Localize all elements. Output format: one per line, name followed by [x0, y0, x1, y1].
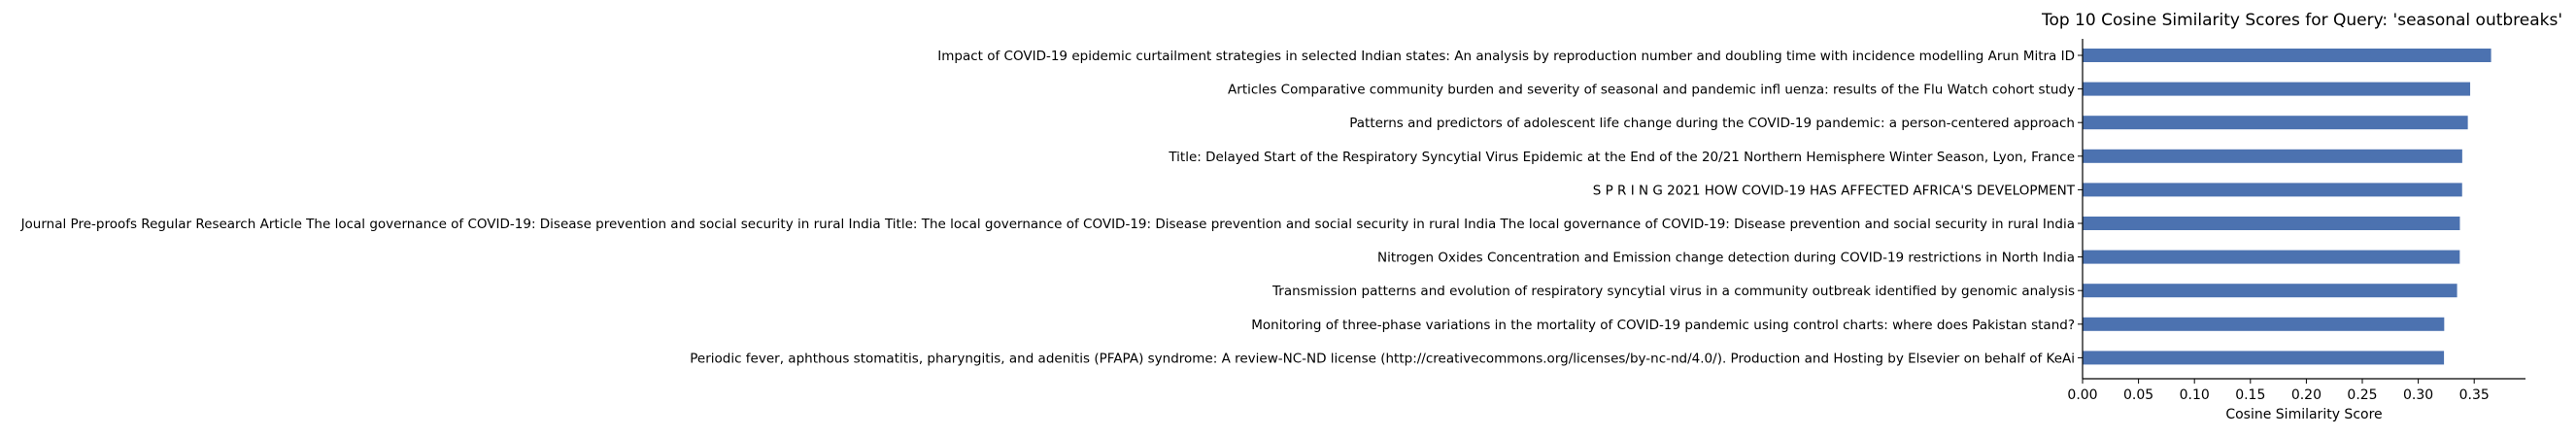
x-tick-label: 0.10	[2180, 387, 2210, 403]
category-label: Journal Pre-proofs Regular Research Arti…	[20, 217, 2075, 232]
x-tick-label: 0.15	[2235, 387, 2265, 403]
category-label: Nitrogen Oxides Concentration and Emissi…	[1377, 251, 2075, 266]
bar	[2083, 217, 2460, 230]
x-ticks: 0.00 0.05 0.10 0.15 0.20 0.25 0.30 0.35	[2067, 379, 2490, 403]
bar	[2083, 82, 2471, 96]
bar	[2083, 116, 2468, 130]
bar	[2083, 49, 2491, 62]
bar	[2083, 351, 2445, 365]
bar	[2083, 183, 2462, 197]
x-tick-label: 0.20	[2291, 387, 2322, 403]
chart-title: Top 10 Cosine Similarity Scores for Quer…	[2041, 11, 2562, 30]
bar	[2083, 149, 2462, 163]
category-labels: Impact of COVID-19 epidemic curtailment …	[20, 49, 2083, 366]
bar	[2083, 250, 2460, 264]
x-tick-label: 0.00	[2067, 387, 2097, 403]
category-label: Patterns and predictors of adolescent li…	[1349, 116, 2075, 131]
bar	[2083, 284, 2457, 298]
category-label: Transmission patterns and evolution of r…	[1271, 284, 2075, 299]
bars-layer	[2083, 49, 2491, 365]
category-label: Title: Delayed Start of the Respiratory …	[1168, 150, 2075, 165]
category-label: S P R I N G 2021 HOW COVID-19 HAS AFFECT…	[1593, 183, 2076, 198]
x-tick-label: 0.05	[2123, 387, 2153, 403]
x-tick-label: 0.25	[2347, 387, 2377, 403]
x-tick-label: 0.35	[2459, 387, 2490, 403]
category-label: Periodic fever, aphthous stomatitis, pha…	[690, 351, 2075, 366]
x-tick-label: 0.30	[2403, 387, 2433, 403]
x-axis-label: Cosine Similarity Score	[2225, 407, 2382, 422]
axes	[2082, 39, 2525, 380]
category-label: Impact of COVID-19 epidemic curtailment …	[937, 49, 2075, 64]
category-label: Articles Comparative community burden an…	[1228, 83, 2075, 98]
bar	[2083, 317, 2445, 331]
category-label: Monitoring of three-phase variations in …	[1251, 318, 2075, 333]
